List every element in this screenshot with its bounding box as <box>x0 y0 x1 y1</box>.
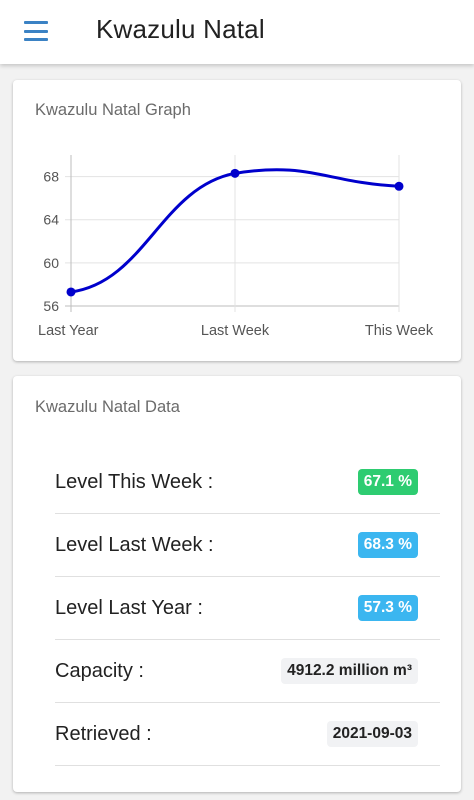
graph-card: Kwazulu Natal Graph 56 60 64 68 Last Year Las… <box>13 80 461 361</box>
y-tick-label: 60 <box>43 255 59 271</box>
data-row-level-last-year: Level Last Year : 57.3 % <box>55 577 440 640</box>
data-card: Kwazulu Natal Data Level This Week : 67.… <box>13 376 461 792</box>
row-label: Level Last Year : <box>55 596 203 619</box>
data-row-level-last-week: Level Last Week : 68.3 % <box>55 514 440 577</box>
row-label: Level This Week : <box>55 470 214 493</box>
level-line-chart: 56 60 64 68 Last Year Last Week This Week <box>38 155 434 339</box>
data-row-level-this-week: Level This Week : 67.1 % <box>55 451 440 514</box>
data-row-retrieved: Retrieved : 2021-09-03 <box>55 703 440 766</box>
y-tick-label: 64 <box>43 212 59 228</box>
row-label: Level Last Week : <box>55 533 214 556</box>
capacity-badge: 4912.2 million m³ <box>281 658 418 684</box>
retrieved-date-badge: 2021-09-03 <box>326 721 418 747</box>
y-tick-label: 56 <box>43 298 59 314</box>
data-point <box>66 287 76 297</box>
hamburger-menu-icon[interactable] <box>24 20 50 42</box>
data-point <box>394 181 404 191</box>
menu-line <box>24 29 48 33</box>
x-tick-label: Last Year <box>38 323 99 339</box>
data-card-title: Kwazulu Natal Data <box>35 398 180 416</box>
level-last-week-badge: 68.3 % <box>357 532 418 558</box>
app-bar: Kwazulu Natal <box>0 0 474 64</box>
data-row-capacity: Capacity : 4912.2 million m³ <box>55 640 440 703</box>
row-label: Capacity : <box>55 659 144 682</box>
menu-line <box>24 21 48 24</box>
x-tick-label: Last Week <box>201 323 270 339</box>
page-title: Kwazulu Natal <box>96 14 265 44</box>
row-label: Retrieved : <box>55 722 152 745</box>
y-tick-label: 68 <box>43 169 59 185</box>
data-list: Level This Week : 67.1 % Level Last Week… <box>55 451 440 766</box>
menu-line <box>24 38 48 41</box>
graph-card-title: Kwazulu Natal Graph <box>35 101 191 119</box>
level-this-week-badge: 67.1 % <box>357 469 418 495</box>
data-point <box>230 168 240 178</box>
level-last-year-badge: 57.3 % <box>357 595 418 621</box>
x-tick-label: This Week <box>365 323 434 339</box>
